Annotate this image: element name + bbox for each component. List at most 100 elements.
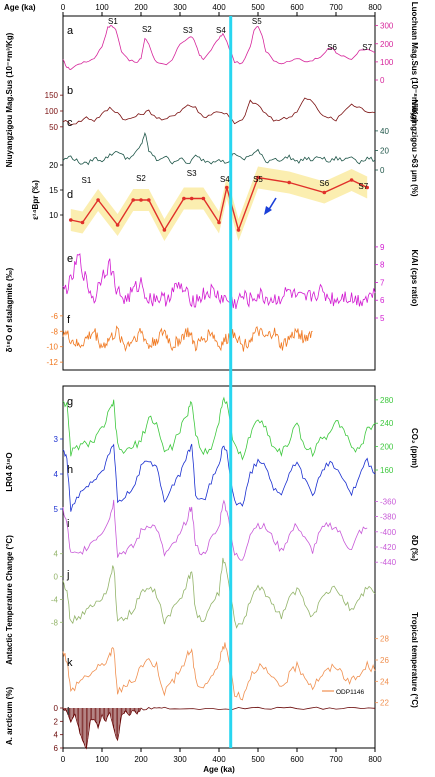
bottom-axis-label: Age (ka) [203, 765, 235, 774]
series-j-line [62, 557, 376, 629]
stage-label-a: S1 [108, 17, 118, 26]
y-tick-label: -12 [46, 358, 58, 367]
top-tick-label: 200 [134, 3, 148, 12]
y-tick-label: 5 [54, 505, 59, 514]
series-d-point [322, 190, 327, 195]
y-tick-label: 4 [54, 550, 59, 559]
axis-title-g: CO₂ (ppm) [410, 428, 419, 468]
bottom-tick-label: 100 [95, 755, 109, 764]
axis-title-l: A. arcticum (%) [5, 687, 14, 746]
axis-title-c: Niuyangzigou >63 μm (%) [410, 99, 419, 196]
series-f-line [62, 325, 313, 353]
top-axis-ticks: 0 100 200 300 400 500 600 700 800 [61, 3, 382, 16]
y-tick-label: -10 [46, 343, 58, 352]
axis-title-j: Antactic Temperature Change (°C) [5, 535, 14, 665]
panel-letter-h: h [67, 464, 73, 476]
y-tick-label: 3 [54, 435, 59, 444]
y-tick-label: 20 [380, 146, 389, 155]
series-d-point [115, 223, 120, 227]
top-tick-label: 0 [61, 3, 66, 12]
y-tick-label: 100 [380, 58, 394, 67]
panel-letter-b: b [67, 85, 73, 97]
stage-label-a: S5 [252, 17, 262, 26]
axis-title-a: Luochuan Mag.Sus (10⁻⁸m³/Kg) [410, 2, 419, 123]
series-l-line [62, 706, 376, 750]
panel-letter-d: d [67, 189, 73, 201]
bottom-axis-ticks: 0 100 200 300 400 500 600 700 800 [61, 748, 382, 764]
y-tick-label: 28 [380, 635, 389, 644]
axis-titles: Luochuan Mag.Sus (10⁻⁸m³/Kg) Niuyangzigo… [5, 2, 419, 745]
bottom-tick-label: 500 [251, 755, 265, 764]
series-d-point [162, 228, 167, 232]
stage-label-a: S2 [142, 25, 152, 34]
y-tick-label: 20 [49, 161, 58, 170]
series-d-point [225, 185, 229, 190]
series-d-point [349, 178, 354, 182]
y-tick-label: 0 [380, 76, 385, 85]
stage-label-d: S5 [253, 175, 263, 184]
top-tick-label: 600 [290, 3, 304, 12]
stage-label-a: S3 [183, 26, 193, 35]
bottom-tick-label: 300 [173, 755, 187, 764]
y-tick-label: 300 [380, 22, 394, 31]
y-tick-label: -420 [380, 543, 397, 552]
lower-frame [62, 385, 376, 749]
stage-label-d: S1 [82, 176, 92, 185]
bottom-tick-label: 800 [368, 755, 382, 764]
series-d-point [217, 220, 221, 225]
y-tick-label: 5 [380, 314, 385, 323]
y-tick-label: 0 [380, 166, 385, 175]
stage-label-d: S7 [358, 182, 368, 191]
y-tick-label: 200 [380, 443, 394, 452]
series-group [62, 25, 376, 750]
series-d-point [80, 220, 85, 225]
stage-label-d: S4 [220, 175, 230, 184]
top-tick-label: 500 [251, 3, 265, 12]
bottom-tick-label: 200 [134, 755, 148, 764]
legend-k: ODP1146 [322, 689, 364, 696]
series-a-line [62, 25, 376, 70]
axis-title-d: ε¹⁴Bpr (‰) [31, 180, 40, 220]
series-d-point [147, 198, 151, 202]
panel-letter-k: k [67, 657, 73, 669]
y-tick-label: 10 [49, 211, 58, 220]
panel-letter-e: e [67, 253, 73, 265]
panel-letter-j: j [66, 569, 69, 581]
axis-title-i: δD (‰) [410, 535, 419, 562]
series-d-point [139, 198, 143, 202]
y-tick-label: 240 [380, 419, 394, 428]
series-d-point [189, 196, 194, 201]
panel-letter-l: l [67, 706, 69, 718]
axis-title-h: LR04 δ¹⁸O [5, 452, 14, 491]
top-tick-label: 800 [368, 3, 382, 12]
series-d-point [182, 196, 186, 201]
y-tick-label: 40 [380, 127, 389, 136]
panel-letters: a b c d e f g h i j k l [66, 25, 74, 718]
panel-letter-g: g [67, 396, 73, 408]
bottom-tick-label: 0 [61, 755, 66, 764]
series-c-line [62, 131, 376, 166]
bottom-tick-label: 600 [290, 755, 304, 764]
top-tick-label: 300 [173, 3, 187, 12]
stage-label-a: S7 [362, 43, 372, 52]
series-d-point [69, 218, 73, 222]
y-tick-label: 9 [380, 243, 385, 252]
y-tick-label: 22 [380, 699, 389, 708]
y-tick-label: 7 [380, 278, 385, 287]
series-d-point [256, 175, 260, 180]
y-tick-label: 150 [45, 91, 59, 100]
y-tick-label: 24 [380, 677, 389, 686]
y-tick-label: 50 [49, 123, 58, 132]
y-tick-label: 100 [45, 107, 59, 116]
y-tick-label: -400 [380, 528, 397, 537]
y-tick-label: 0 [54, 704, 59, 713]
y-tick-label: -8 [51, 618, 59, 627]
series-d-point [131, 198, 135, 202]
panel-letter-c: c [67, 117, 73, 129]
series-i-line [62, 499, 368, 561]
y-tick-label: -8 [51, 327, 59, 336]
y-tick-label: 26 [380, 656, 389, 665]
stage-label-a: S6 [327, 43, 337, 52]
